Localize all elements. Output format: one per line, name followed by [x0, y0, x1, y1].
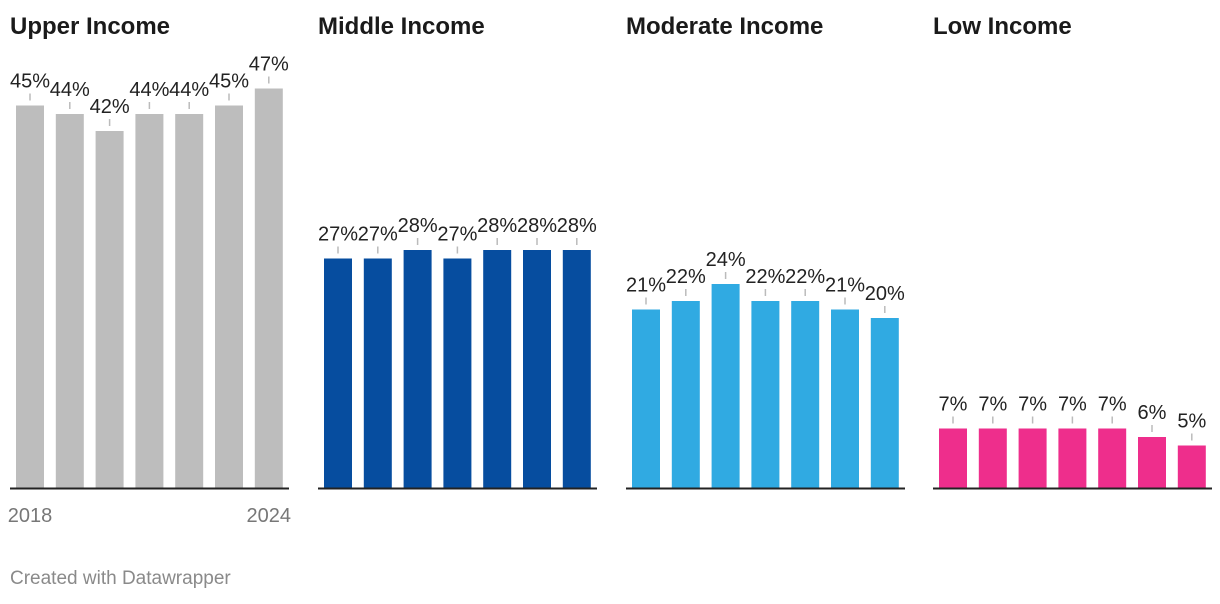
- bar-moderate-income-2019: [671, 301, 700, 488]
- value-label-upper-income-2023: 45%: [209, 71, 249, 93]
- value-label-upper-income-2019: 44%: [50, 79, 90, 101]
- value-label-upper-income-2021: 44%: [129, 79, 169, 101]
- panel-title-low-income: Low Income: [933, 13, 1072, 40]
- x-tick-label-last: 2024: [247, 505, 292, 527]
- bar-moderate-income-2020: [711, 284, 740, 488]
- bar-low-income-2020: [1018, 428, 1047, 488]
- bar-middle-income-2023: [523, 250, 551, 488]
- bar-upper-income-2019: [55, 114, 84, 488]
- value-label-low-income-2023: 6%: [1138, 402, 1167, 424]
- value-label-low-income-2018: 7%: [939, 394, 968, 416]
- bar-moderate-income-2024: [870, 318, 899, 488]
- bar-low-income-2019: [978, 428, 1007, 488]
- value-label-moderate-income-2018: 21%: [626, 275, 666, 297]
- value-label-low-income-2024: 5%: [1177, 411, 1206, 433]
- bar-moderate-income-2021: [751, 301, 780, 488]
- bar-low-income-2021: [1058, 428, 1087, 488]
- value-label-middle-income-2021: 27%: [437, 224, 477, 246]
- value-label-middle-income-2024: 28%: [557, 215, 597, 237]
- bar-low-income-2024: [1177, 445, 1206, 488]
- value-label-middle-income-2018: 27%: [318, 224, 358, 246]
- bar-low-income-2022: [1098, 428, 1127, 488]
- x-tick-label-first: 2018: [8, 505, 53, 527]
- bar-moderate-income-2023: [831, 309, 859, 488]
- bar-middle-income-2021: [443, 258, 472, 488]
- value-label-low-income-2019: 7%: [978, 394, 1007, 416]
- value-label-moderate-income-2021: 22%: [745, 266, 785, 288]
- value-label-low-income-2020: 7%: [1018, 394, 1047, 416]
- value-label-moderate-income-2020: 24%: [706, 249, 746, 271]
- bar-moderate-income-2018: [632, 309, 660, 488]
- bar-low-income-2023: [1138, 437, 1166, 488]
- datawrapper-credit: Created with Datawrapper: [10, 568, 231, 589]
- bar-low-income-2018: [939, 428, 967, 488]
- value-label-moderate-income-2022: 22%: [785, 266, 825, 288]
- value-label-upper-income-2020: 42%: [90, 96, 130, 118]
- value-label-moderate-income-2024: 20%: [865, 283, 905, 305]
- value-label-upper-income-2022: 44%: [169, 79, 209, 101]
- value-label-middle-income-2022: 28%: [477, 215, 517, 237]
- value-label-moderate-income-2019: 22%: [666, 266, 706, 288]
- bar-upper-income-2022: [175, 114, 204, 488]
- value-label-middle-income-2020: 28%: [398, 215, 438, 237]
- value-label-upper-income-2018: 45%: [10, 71, 50, 93]
- panel-low-income: Low Income 7% 7% 7% 7% 7% 6% 5%: [933, 13, 1212, 490]
- value-label-middle-income-2023: 28%: [517, 215, 557, 237]
- value-label-low-income-2022: 7%: [1098, 394, 1127, 416]
- value-label-low-income-2021: 7%: [1058, 394, 1087, 416]
- bar-middle-income-2022: [483, 250, 512, 488]
- bar-moderate-income-2022: [791, 301, 820, 488]
- panel-title-middle-income: Middle Income: [318, 13, 485, 40]
- bar-middle-income-2019: [363, 258, 392, 488]
- bar-upper-income-2018: [16, 105, 44, 488]
- bar-upper-income-2020: [95, 131, 124, 488]
- bar-middle-income-2018: [324, 258, 352, 488]
- value-label-upper-income-2024: 47%: [249, 54, 289, 76]
- panel-title-upper-income: Upper Income: [10, 13, 170, 40]
- bar-upper-income-2023: [215, 105, 243, 488]
- value-label-moderate-income-2023: 21%: [825, 275, 865, 297]
- bar-middle-income-2024: [562, 250, 591, 488]
- bar-middle-income-2020: [403, 250, 432, 488]
- value-label-middle-income-2019: 27%: [358, 224, 398, 246]
- panel-title-moderate-income: Moderate Income: [626, 13, 823, 40]
- bar-upper-income-2021: [135, 114, 164, 488]
- bar-upper-income-2024: [254, 88, 283, 488]
